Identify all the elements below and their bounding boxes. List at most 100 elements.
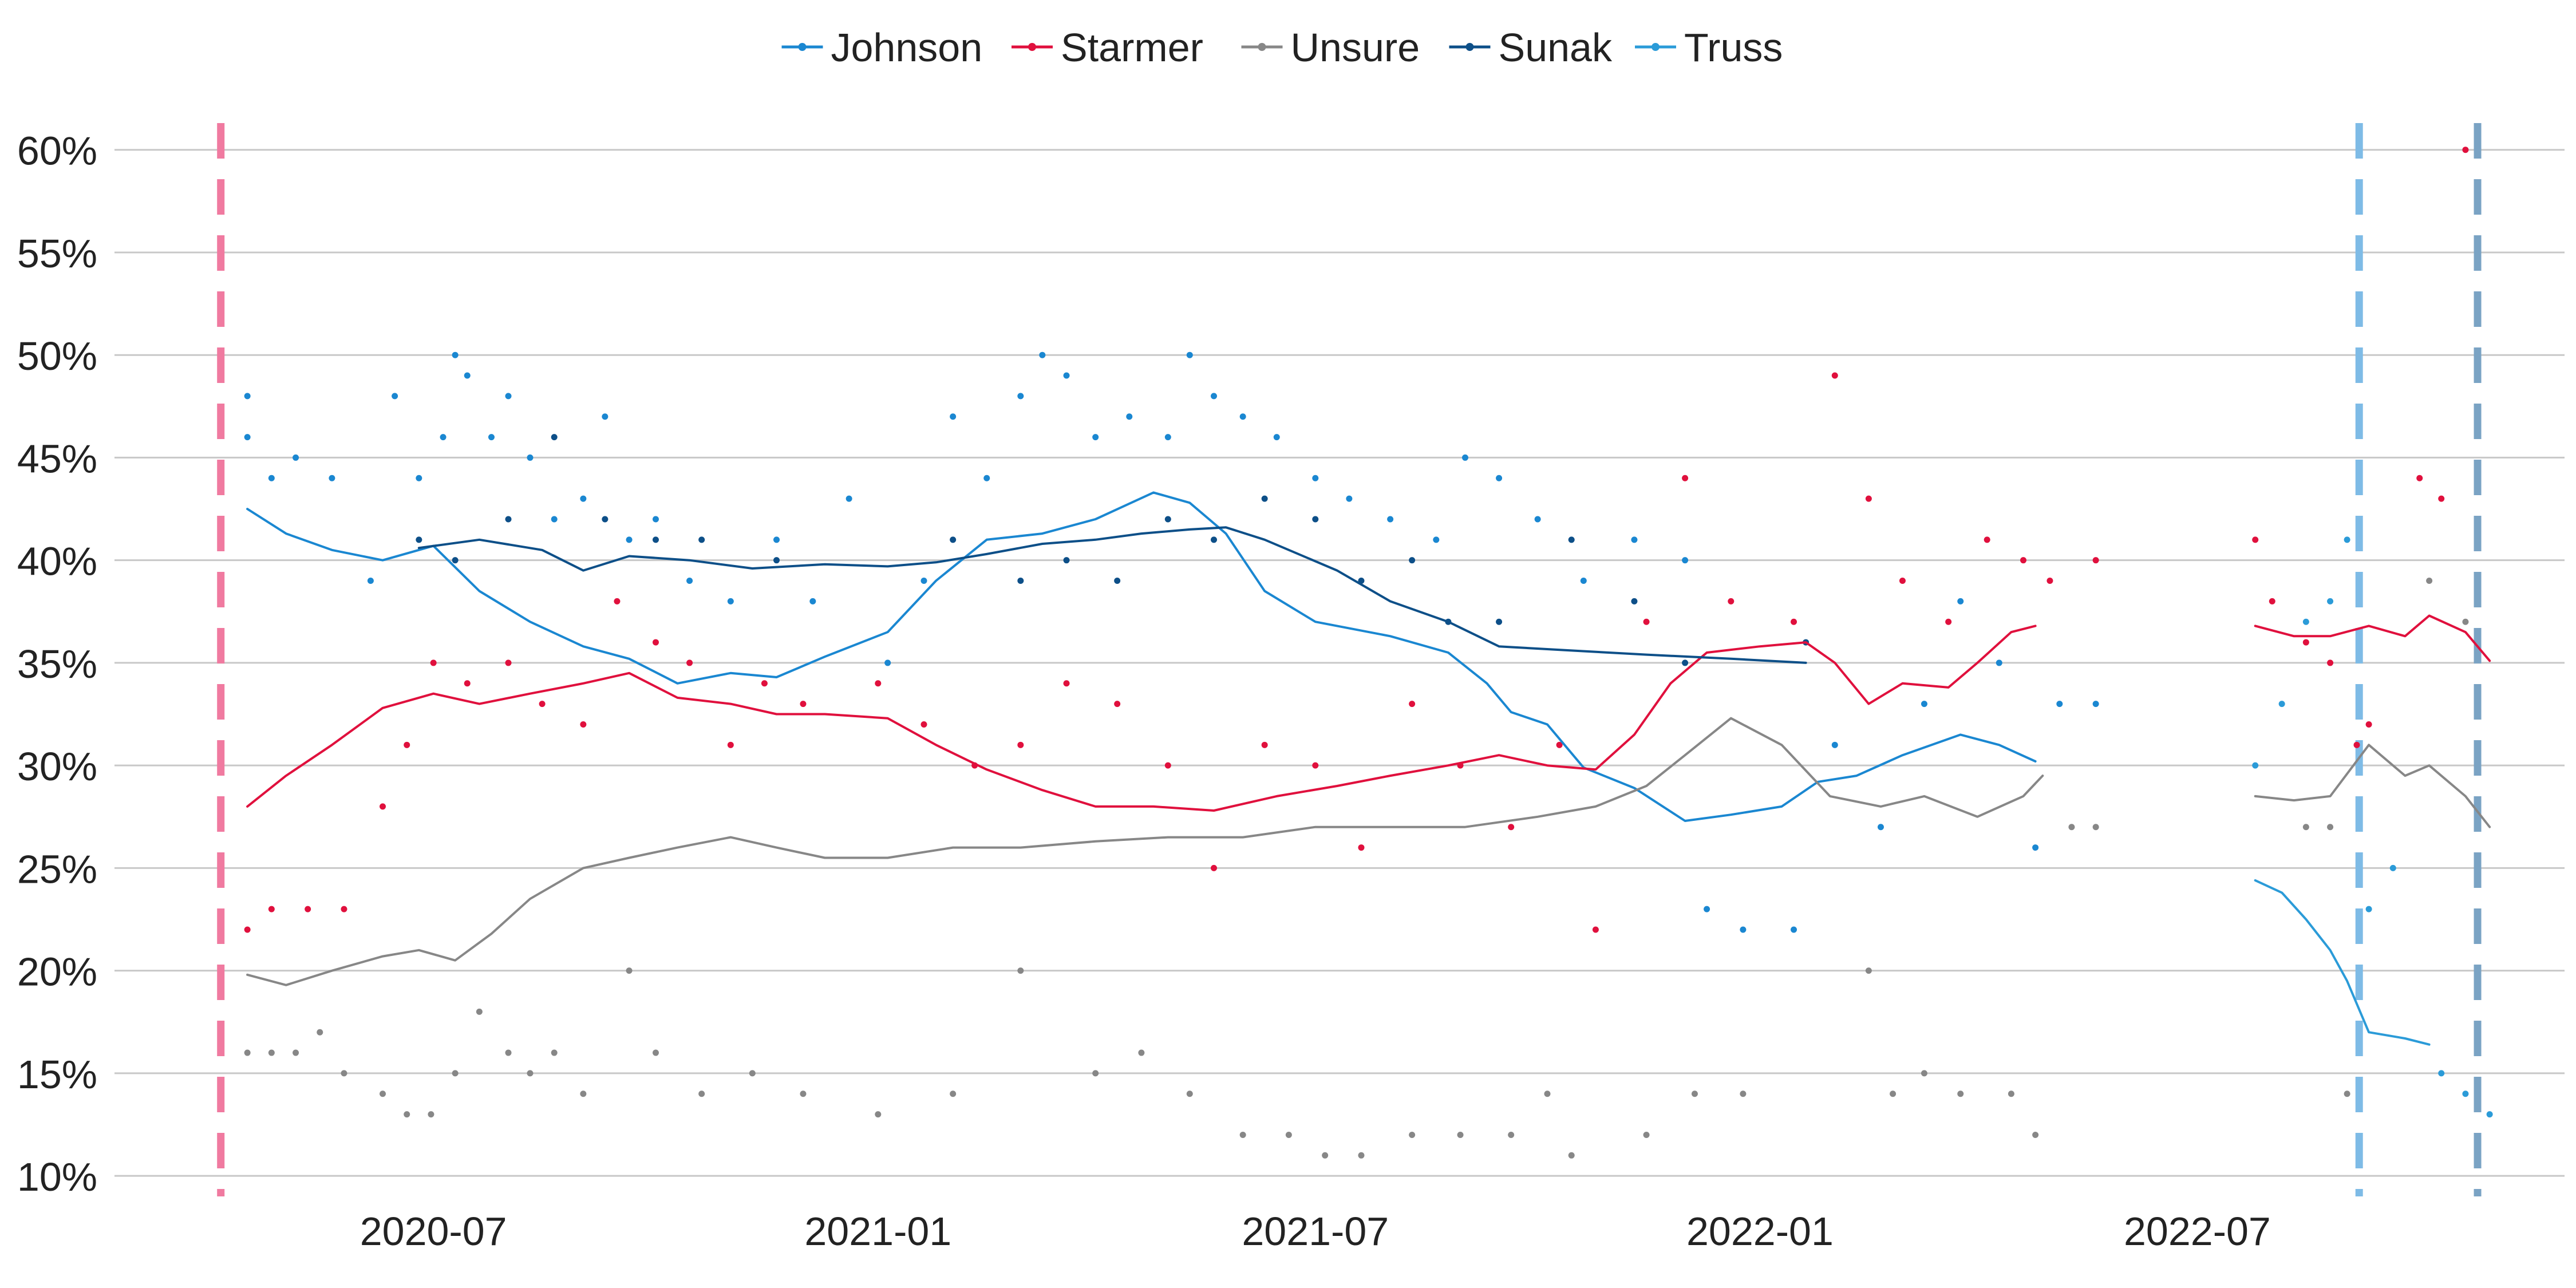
- data-point-starmer: [652, 639, 659, 646]
- data-point-unsure: [580, 1091, 587, 1097]
- data-point-unsure: [380, 1091, 386, 1097]
- data-point-johnson: [920, 578, 927, 584]
- y-tick-label: 10%: [17, 1155, 97, 1199]
- data-point-johnson: [293, 454, 299, 461]
- data-point-johnson: [2092, 701, 2099, 708]
- data-point-sunak: [698, 536, 705, 543]
- data-point-starmer: [505, 659, 512, 666]
- data-point-starmer: [580, 721, 587, 728]
- data-point-starmer: [2327, 659, 2334, 666]
- data-point-unsure: [2344, 1091, 2350, 1097]
- data-point-sunak: [551, 434, 558, 441]
- data-point-starmer: [2353, 741, 2360, 748]
- x-tick-label: 2021-01: [804, 1209, 951, 1254]
- data-point-unsure: [2302, 824, 2309, 831]
- data-point-truss: [2327, 598, 2334, 605]
- y-tick-label: 20%: [17, 950, 97, 994]
- data-point-unsure: [452, 1070, 459, 1077]
- legend-key-dot-starmer: [1028, 43, 1036, 51]
- data-point-sunak: [416, 536, 422, 543]
- data-point-starmer: [1508, 824, 1515, 831]
- data-point-starmer: [1261, 741, 1268, 748]
- y-axis-ticks: 10% 15% 20% 25% 30% 35% 40% 45% 50% 55% 60%: [17, 129, 97, 1199]
- data-point-johnson: [1740, 926, 1747, 933]
- data-point-johnson: [452, 351, 459, 358]
- y-tick-label: 15%: [17, 1052, 97, 1097]
- data-point-johnson: [244, 434, 251, 441]
- data-point-unsure: [698, 1091, 705, 1097]
- data-point-unsure: [476, 1008, 483, 1015]
- x-tick-label: 2022-07: [2124, 1209, 2271, 1254]
- data-point-johnson: [580, 495, 587, 502]
- data-point-johnson: [1580, 578, 1587, 584]
- data-point-johnson: [1063, 372, 1070, 379]
- data-point-unsure: [1508, 1131, 1515, 1138]
- data-point-starmer: [1831, 372, 1838, 379]
- data-point-johnson: [1682, 557, 1689, 564]
- data-point-unsure: [2462, 618, 2469, 625]
- data-point-johnson: [602, 413, 609, 420]
- data-point-unsure: [2092, 824, 2099, 831]
- data-point-starmer: [1164, 762, 1171, 769]
- data-point-unsure: [341, 1070, 347, 1077]
- data-point-unsure: [1092, 1070, 1099, 1077]
- data-point-johnson: [268, 475, 275, 481]
- data-point-unsure: [1358, 1152, 1365, 1159]
- data-point-truss: [2389, 864, 2396, 871]
- data-point-unsure: [1017, 967, 1024, 974]
- data-point-johnson: [392, 393, 398, 400]
- data-point-unsure: [505, 1049, 512, 1056]
- data-point-unsure: [317, 1029, 323, 1036]
- y-tick-label: 55%: [17, 231, 97, 276]
- data-point-johnson: [1346, 495, 1353, 502]
- data-point-starmer: [1865, 495, 1872, 502]
- y-tick-label: 30%: [17, 744, 97, 789]
- data-point-starmer: [1556, 741, 1563, 748]
- data-point-unsure: [1457, 1131, 1464, 1138]
- data-point-johnson: [1996, 659, 2002, 666]
- x-tick-label: 2022-01: [1686, 1209, 1834, 1254]
- y-tick-label: 45%: [17, 436, 97, 481]
- y-tick-label: 25%: [17, 847, 97, 891]
- data-point-unsure: [2032, 1131, 2039, 1138]
- data-point-unsure: [1568, 1152, 1575, 1159]
- data-point-starmer: [380, 803, 386, 810]
- data-point-unsure: [1409, 1131, 1416, 1138]
- x-tick-label: 2020-07: [360, 1209, 507, 1254]
- data-point-starmer: [2416, 475, 2423, 481]
- data-point-johnson: [1534, 516, 1541, 523]
- series-line-unsure: [246, 717, 2044, 986]
- data-point-unsure: [1186, 1091, 1193, 1097]
- data-point-starmer: [2438, 495, 2445, 502]
- data-point-starmer: [404, 741, 410, 748]
- data-point-johnson: [1164, 434, 1171, 441]
- data-point-johnson: [809, 598, 816, 605]
- data-point-starmer: [1728, 598, 1735, 605]
- data-point-johnson: [1921, 701, 1927, 708]
- data-point-unsure: [2426, 578, 2433, 584]
- data-point-johnson: [727, 598, 734, 605]
- series-lines-layer: [246, 491, 2491, 1046]
- data-point-unsure: [1544, 1091, 1551, 1097]
- data-point-johnson: [652, 516, 659, 523]
- data-point-johnson: [1433, 536, 1440, 543]
- data-point-johnson: [551, 516, 558, 523]
- data-point-unsure: [652, 1049, 659, 1056]
- grid-layer: [114, 149, 2565, 1177]
- legend-key-dot-unsure: [1258, 43, 1266, 51]
- data-point-unsure: [2068, 824, 2075, 831]
- data-point-sunak: [1114, 578, 1121, 584]
- data-point-sunak: [1063, 557, 1070, 564]
- data-point-johnson: [1211, 393, 1218, 400]
- data-point-starmer: [244, 926, 251, 933]
- data-point-johnson: [1273, 434, 1280, 441]
- y-tick-label: 50%: [17, 334, 97, 378]
- data-point-starmer: [2365, 721, 2372, 728]
- data-point-unsure: [1890, 1091, 1897, 1097]
- data-point-starmer: [539, 701, 546, 708]
- data-point-unsure: [244, 1049, 251, 1056]
- data-point-sunak: [950, 536, 957, 543]
- data-point-starmer: [920, 721, 927, 728]
- data-point-unsure: [1921, 1070, 1927, 1077]
